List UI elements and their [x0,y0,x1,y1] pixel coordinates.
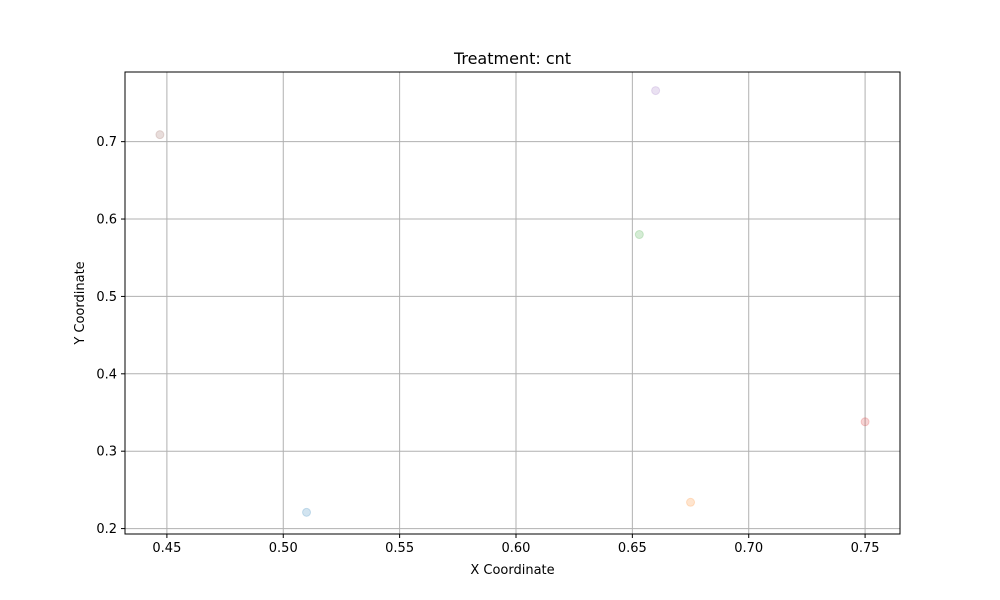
y-tick-label: 0.3 [96,445,117,460]
x-tick-label: 0.75 [851,541,880,556]
plot-frame [124,71,901,535]
scatter-point [302,507,312,517]
x-axis-label: X Coordinate [470,563,554,578]
scatter-point [686,497,696,507]
scatter-point [634,230,644,240]
y-axis-label: Y Coordinate [73,261,88,345]
chart-title: Treatment: cnt [453,49,571,68]
x-tick-label: 0.45 [152,541,181,556]
x-tick-label: 0.55 [385,541,414,556]
y-axis-ticks: 0.2 0.3 0.4 0.5 0.6 0.7 [96,135,125,537]
y-tick-label: 0.6 [96,213,117,228]
scatter-point [651,86,661,96]
grid-lines [125,72,900,534]
y-tick-label: 0.2 [96,522,117,537]
x-tick-label: 0.60 [502,541,531,556]
scatter-point [860,417,870,427]
scatter-point [155,130,165,140]
x-axis-ticks: 0.45 0.50 0.55 0.60 0.65 0.70 0.75 [152,534,880,556]
y-tick-label: 0.4 [96,367,117,382]
data-points [155,86,870,517]
x-tick-label: 0.50 [269,541,298,556]
y-tick-label: 0.7 [96,135,117,150]
y-tick-label: 0.5 [96,290,117,305]
x-tick-label: 0.70 [734,541,763,556]
x-tick-label: 0.65 [618,541,647,556]
